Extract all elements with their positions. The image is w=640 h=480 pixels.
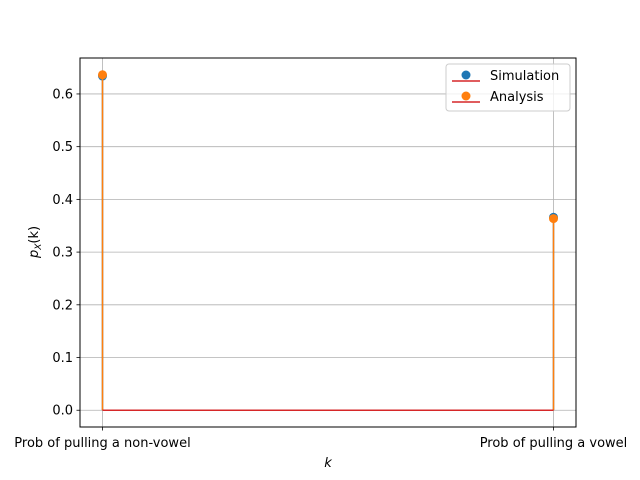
y-axis-ticks: 0.0 0.1 0.2 0.3 0.4 0.5 0.6 (52, 87, 80, 419)
x-tick-label: Prob of pulling a non-vowel (14, 436, 190, 451)
legend-box (445, 63, 571, 112)
y-tick-label: 0.1 (52, 351, 73, 366)
y-tick-label: 0.2 (52, 298, 73, 313)
legend-simulation-label: Simulation (490, 69, 559, 84)
y-axis-label-sub: X (34, 243, 44, 251)
legend: Simulation Analysis (445, 63, 571, 112)
y-tick-label: 0.6 (52, 87, 73, 102)
x-tick-label: Prob of pulling a vowel (480, 436, 628, 451)
y-tick-label: 0.5 (52, 140, 73, 155)
y-tick-label: 0.0 (52, 404, 73, 419)
y-axis-label: pX(k) (27, 226, 44, 259)
analysis-stem-marker (549, 214, 558, 224)
y-axis-label-main: p (27, 250, 42, 259)
plot-frame (79, 57, 577, 428)
y-tick-label: 0.3 (52, 246, 73, 261)
legend-analysis-marker (461, 91, 471, 101)
legend-simulation-marker (461, 70, 471, 80)
y-axis-label-args: (k) (27, 226, 42, 244)
x-axis-ticks: Prob of pulling a non-vowel Prob of pulli… (14, 427, 627, 451)
y-tick-label: 0.4 (52, 193, 73, 208)
legend-analysis-label: Analysis (490, 90, 544, 105)
x-axis-label: k (324, 456, 332, 471)
analysis-stem-marker (98, 70, 107, 80)
stem-series (98, 70, 558, 411)
